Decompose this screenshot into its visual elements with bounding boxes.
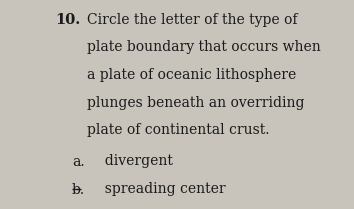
Text: plunges beneath an overriding: plunges beneath an overriding xyxy=(87,96,304,110)
Text: divergent: divergent xyxy=(96,154,173,168)
Text: a.: a. xyxy=(72,154,85,168)
Text: spreading center: spreading center xyxy=(96,182,225,196)
Text: plate of continental crust.: plate of continental crust. xyxy=(87,123,269,137)
Text: 10.: 10. xyxy=(55,13,80,27)
Text: a plate of oceanic lithosphere: a plate of oceanic lithosphere xyxy=(87,68,296,82)
Text: Circle the letter of the type of: Circle the letter of the type of xyxy=(87,13,297,27)
Text: b.: b. xyxy=(72,182,85,196)
Text: plate boundary that occurs when: plate boundary that occurs when xyxy=(87,41,321,55)
